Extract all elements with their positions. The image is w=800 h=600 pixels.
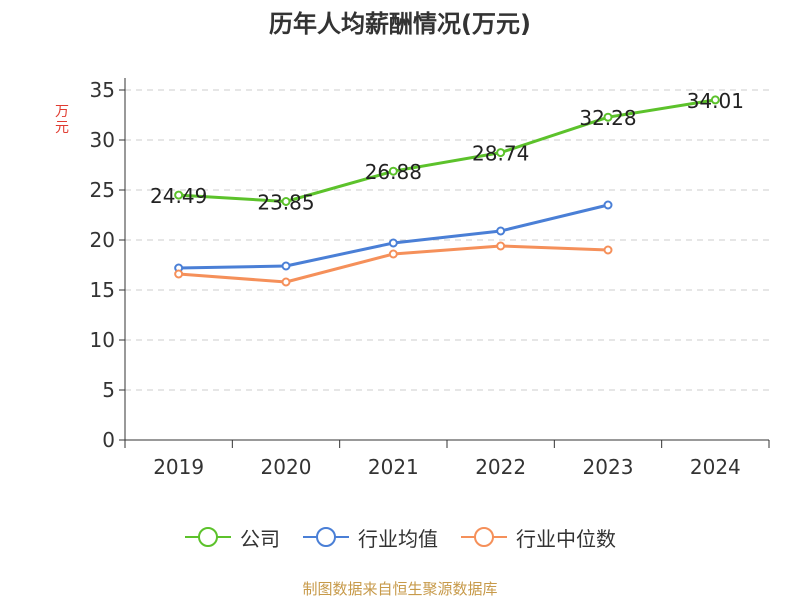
data-point-s2-2021[interactable] bbox=[388, 249, 398, 259]
legend-industry-median-line-icon bbox=[461, 527, 507, 547]
x-tick-label-2022: 2022 bbox=[475, 455, 526, 479]
grid-lines bbox=[125, 89, 769, 391]
data-point-s0-2023[interactable] bbox=[603, 112, 613, 122]
legend-company-line-icon bbox=[185, 527, 231, 547]
y-tick-label-0: 0 bbox=[102, 428, 115, 452]
legend-industry-mean-line-icon bbox=[303, 527, 349, 547]
data-points bbox=[174, 95, 720, 287]
y-tick-label-35: 35 bbox=[90, 78, 115, 102]
y-tick-label-20: 20 bbox=[90, 228, 115, 252]
data-point-s0-2024[interactable] bbox=[710, 95, 720, 105]
data-point-s0-2020[interactable] bbox=[281, 197, 291, 206]
x-tick-label-2023: 2023 bbox=[583, 455, 634, 479]
data-labels: 24.49 23.85 26.88 28.74 32.28 34.01 bbox=[150, 89, 744, 215]
x-tick-label-2021: 2021 bbox=[368, 455, 419, 479]
data-point-s1-2021[interactable] bbox=[388, 238, 398, 248]
data-point-s2-2022[interactable] bbox=[496, 241, 506, 251]
data-label-s0-2023: 32.28 bbox=[579, 106, 636, 130]
chart-title: 历年人均薪酬情况(万元) bbox=[269, 10, 531, 38]
data-label-s0-2021: 26.88 bbox=[365, 160, 422, 184]
legend-company-label: 公司 bbox=[240, 526, 280, 551]
data-point-s0-2019[interactable] bbox=[174, 190, 184, 200]
y-tick-label-10: 10 bbox=[90, 328, 115, 352]
x-tick-label-2019: 2019 bbox=[153, 455, 204, 479]
axes: 0 5 10 15 20 25 30 35 2019 2020 2021 2022 2023 2024 bbox=[90, 78, 770, 479]
series-line-0 bbox=[178, 98, 716, 203]
data-point-s2-2019[interactable] bbox=[174, 269, 184, 279]
x-tick-label-2024: 2024 bbox=[690, 455, 741, 479]
data-point-s0-2022[interactable] bbox=[496, 148, 506, 158]
legend-item-company[interactable]: 公司 bbox=[184, 523, 280, 552]
data-point-s1-2020[interactable] bbox=[281, 261, 291, 271]
x-tick-label-2020: 2020 bbox=[261, 455, 312, 479]
data-label-s0-2024: 34.01 bbox=[687, 89, 744, 113]
legend-industry-mean-label: 行业均值 bbox=[358, 526, 438, 551]
y-tick-label-15: 15 bbox=[90, 278, 115, 302]
legend-industry-median-label: 行业中位数 bbox=[516, 526, 616, 551]
data-point-s1-2022[interactable] bbox=[496, 226, 506, 236]
y-tick-label-5: 5 bbox=[102, 378, 115, 402]
data-point-s2-2020[interactable] bbox=[281, 277, 291, 287]
data-label-s0-2020: 23.85 bbox=[257, 191, 314, 215]
series-line-1 bbox=[178, 203, 609, 270]
data-label-s0-2019: 24.49 bbox=[150, 184, 207, 208]
y-axis-unit-label: 万元 bbox=[55, 104, 69, 137]
legend-item-industry-median[interactable]: 行业中位数 bbox=[460, 523, 616, 552]
data-label-s0-2022: 28.74 bbox=[472, 142, 529, 166]
y-tick-label-30: 30 bbox=[90, 128, 115, 152]
data-source-note: 制图数据来自恒生聚源数据库 bbox=[302, 580, 498, 598]
data-point-s0-2021[interactable] bbox=[388, 166, 398, 176]
legend-item-industry-mean[interactable]: 行业均值 bbox=[302, 523, 438, 552]
legend: 公司 行业均值 行业中位数 bbox=[0, 520, 800, 554]
y-tick-label-25: 25 bbox=[90, 178, 115, 202]
data-point-s2-2023[interactable] bbox=[603, 245, 613, 255]
data-point-s1-2023[interactable] bbox=[603, 200, 613, 210]
